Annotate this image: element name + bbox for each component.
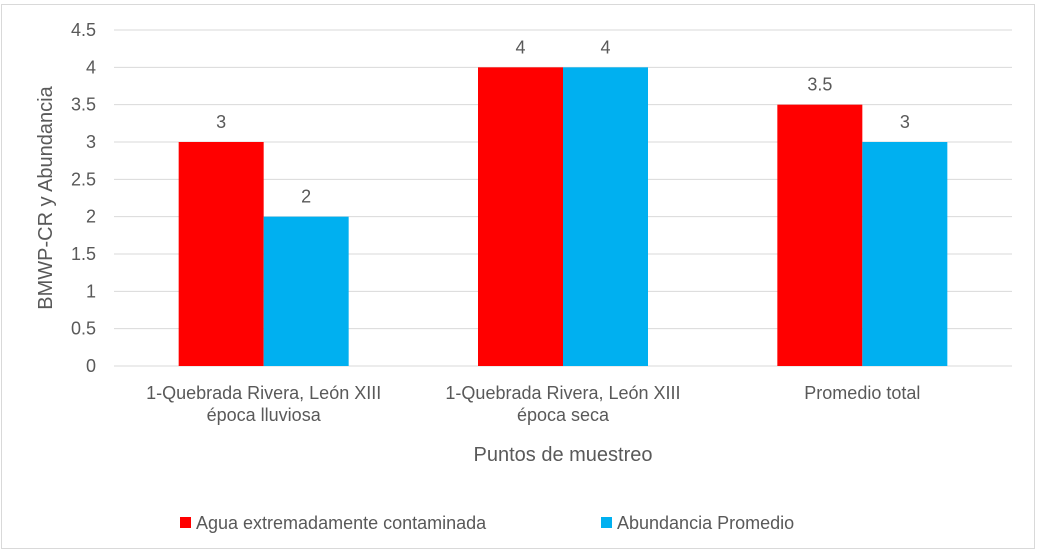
data-label: 4: [515, 37, 525, 57]
data-label: 4: [600, 37, 610, 57]
legend-label: Abundancia Promedio: [617, 513, 794, 533]
x-axis-title: Puntos de muestreo: [474, 444, 653, 466]
y-tick-label: 0.5: [71, 319, 96, 339]
bar: [777, 104, 863, 367]
legend-swatch: [180, 517, 191, 528]
x-tick-label: 1-Quebrada Rivera, León XIII: [146, 383, 381, 403]
y-axis-title: BMWP-CR y Abundancia: [35, 85, 57, 309]
y-tick-label: 1: [86, 281, 96, 301]
y-tick-label: 1.5: [71, 244, 96, 264]
legend-swatch: [601, 517, 612, 528]
chart-frame: [1, 4, 1035, 549]
y-tick-label: 3: [86, 132, 96, 152]
x-tick-label: 1-Quebrada Rivera, León XIII: [445, 383, 680, 403]
y-tick-label: 4.5: [71, 20, 96, 40]
y-tick-label: 2.5: [71, 169, 96, 189]
data-label: 3: [216, 112, 226, 132]
x-tick-label: Promedio total: [804, 383, 920, 403]
legend-label: Agua extremadamente contaminada: [196, 513, 487, 533]
bar: [263, 216, 349, 366]
y-tick-label: 3.5: [71, 95, 96, 115]
bar: [563, 67, 648, 366]
x-tick-label: época seca: [517, 405, 610, 425]
data-label: 2: [301, 187, 311, 207]
y-tick-label: 2: [86, 207, 96, 227]
bar: [478, 67, 563, 366]
bar: [862, 142, 948, 366]
data-label: 3: [900, 112, 910, 132]
y-tick-label: 4: [86, 57, 96, 77]
x-tick-label: época lluviosa: [207, 405, 322, 425]
data-label: 3.5: [807, 75, 832, 95]
y-tick-label: 0: [86, 356, 96, 376]
bar: [178, 142, 264, 366]
